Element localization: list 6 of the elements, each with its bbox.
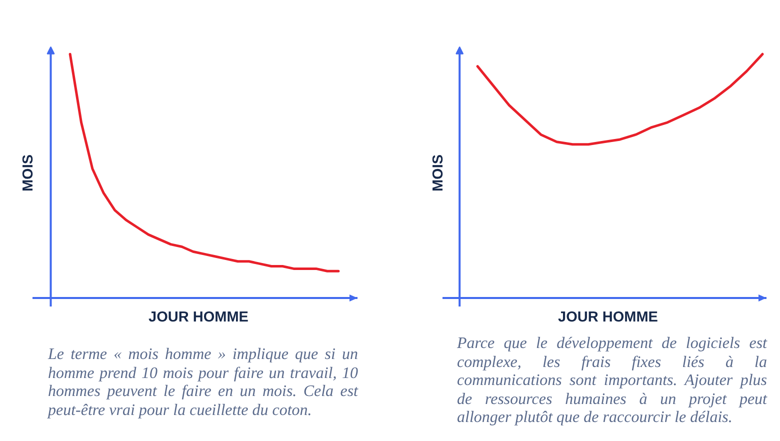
text: Le terme « mois homme » implique que si un homme prend 10 mois pour faire un travail, 10 hommes peuvent le faire en un mois. Cela est peut-être vrai pour la cueillette du coton. bbox=[48, 346, 358, 420]
text: Parce que le développement de logiciels est complexe, les frais fixes liés à la communications sont importants. Ajouter plus de ressources humaines à un projet peut allonger plutôt que de raccourcir le délais. bbox=[457, 335, 767, 428]
x-axis-title: JOUR HOMME bbox=[558, 310, 658, 326]
y-axis-title: MOIS bbox=[430, 154, 446, 192]
y-axis-title: MOIS bbox=[20, 154, 36, 192]
x-axis-title: JOUR HOMME bbox=[148, 310, 249, 326]
